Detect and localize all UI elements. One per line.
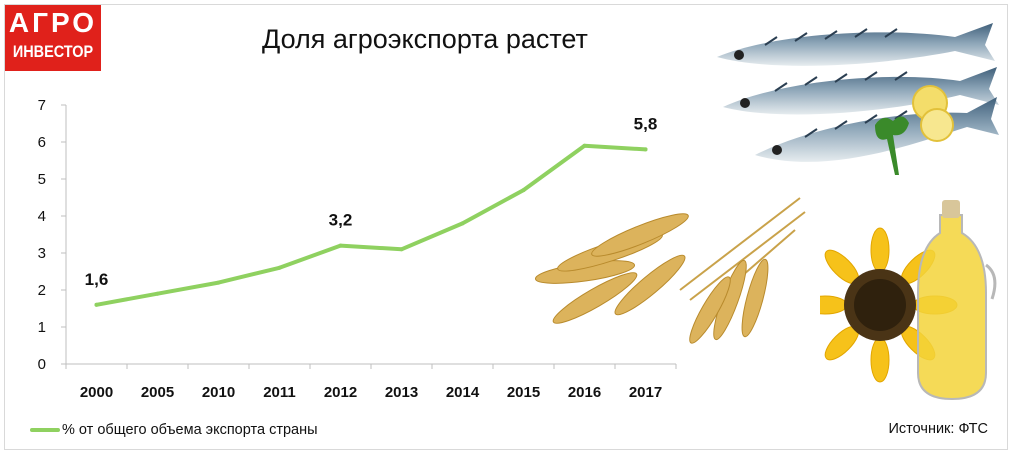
data-point bbox=[94, 302, 99, 307]
y-tick-label: 1 bbox=[38, 319, 46, 336]
x-tick-label: 2011 bbox=[263, 384, 296, 401]
x-tick-label: 2013 bbox=[385, 384, 418, 401]
y-tick-label: 0 bbox=[38, 356, 46, 373]
chart-marks: 1,6 3,2 5,8 bbox=[85, 114, 658, 307]
data-label: 1,6 bbox=[85, 270, 109, 289]
series-line bbox=[94, 143, 648, 307]
y-tick-label: 5 bbox=[38, 171, 46, 188]
y-tick-label: 4 bbox=[38, 208, 46, 225]
legend-label: % от общего объема экспорта страны bbox=[62, 422, 318, 438]
x-tick-label: 2012 bbox=[324, 384, 357, 401]
data-label: 3,2 bbox=[329, 211, 353, 230]
data-point bbox=[155, 291, 160, 296]
x-tick-label: 2000 bbox=[80, 384, 113, 401]
x-tick-label: 2015 bbox=[507, 384, 540, 401]
y-tick-label: 6 bbox=[38, 134, 46, 151]
y-tick-label: 2 bbox=[38, 282, 46, 299]
x-tick-label: 2017 bbox=[629, 384, 662, 401]
data-point bbox=[399, 247, 404, 252]
mackerel-fish-image bbox=[717, 23, 999, 175]
chart-axes: 0 1 2 3 4 5 6 7 2000 2005 2010 2011 2012 2013 2014 2015… bbox=[38, 97, 677, 401]
x-tick-label: 2014 bbox=[446, 384, 480, 401]
data-point bbox=[582, 143, 587, 148]
logo-line2: ИНВЕСТОР bbox=[12, 42, 94, 61]
data-point bbox=[643, 147, 648, 152]
data-point bbox=[216, 280, 221, 285]
y-tick-label: 7 bbox=[38, 97, 46, 114]
data-point bbox=[338, 243, 343, 248]
logo-line1: АГРО bbox=[8, 7, 98, 38]
x-tick-label: 2010 bbox=[202, 384, 235, 401]
sunflower-oil-image bbox=[820, 200, 997, 401]
y-tick-label: 3 bbox=[38, 245, 46, 262]
chart-title: Доля агроэкспорта растет bbox=[262, 24, 588, 54]
data-point bbox=[277, 265, 282, 270]
data-label: 5,8 bbox=[634, 114, 658, 133]
legend-swatch bbox=[30, 428, 60, 432]
agroinvestor-logo: АГРО ИНВЕСТОР bbox=[5, 5, 101, 71]
source-note: Источник: ФТС bbox=[888, 421, 989, 437]
chart-legend: % от общего объема экспорта страны bbox=[30, 420, 318, 440]
data-point bbox=[460, 221, 465, 226]
data-point bbox=[521, 188, 526, 193]
wheat-ears-image bbox=[534, 197, 806, 344]
x-tick-label: 2016 bbox=[568, 384, 601, 401]
x-tick-label: 2005 bbox=[141, 384, 174, 401]
